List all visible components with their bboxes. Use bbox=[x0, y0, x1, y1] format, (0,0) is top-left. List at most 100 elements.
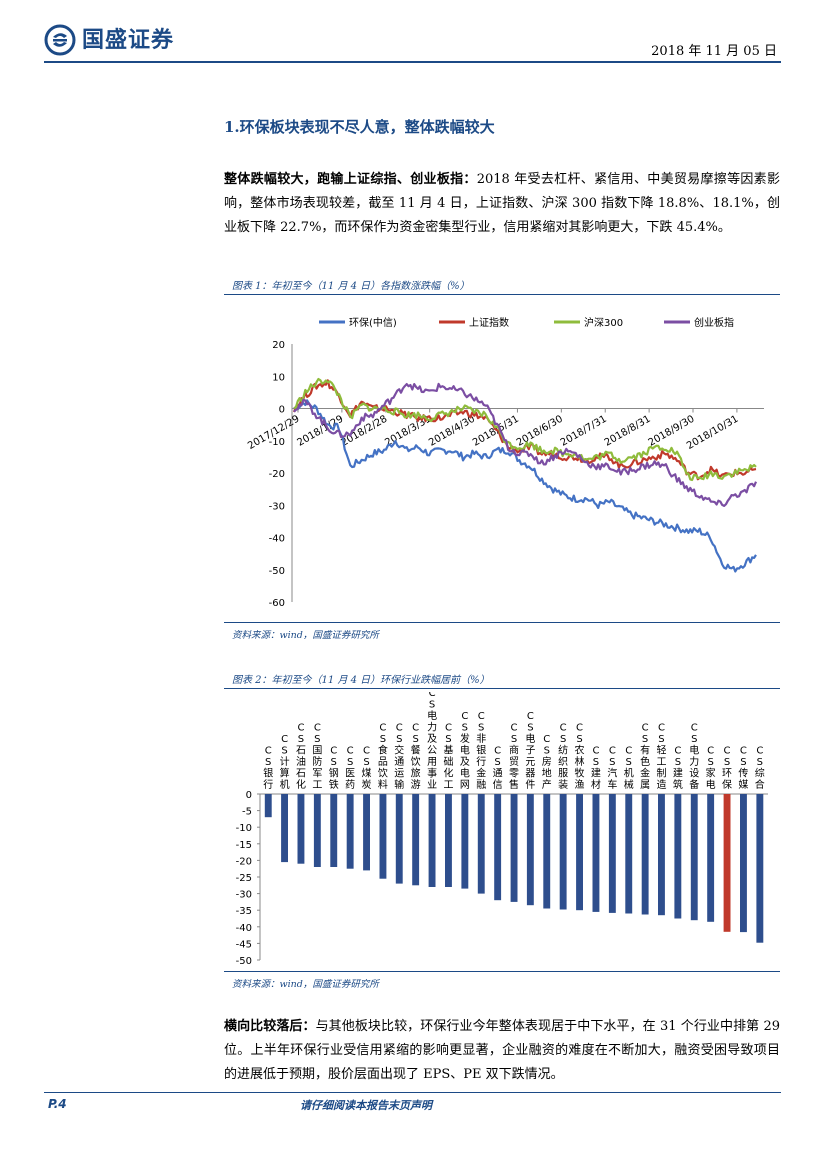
y-tick-label: 0 bbox=[279, 405, 285, 416]
category-label: C S 轻工制造 bbox=[656, 723, 666, 792]
series-line-2 bbox=[293, 377, 757, 482]
y-tick-label: -35 bbox=[236, 906, 252, 917]
figure1-bottom-rule bbox=[224, 622, 780, 623]
y-tick-label: -15 bbox=[236, 840, 252, 851]
category-label: C S 煤炭 bbox=[362, 746, 372, 792]
x-tick-label: 2018/7/31 bbox=[559, 414, 609, 449]
bar-CS电力设备 bbox=[690, 794, 698, 921]
category-label: C S 汽车 bbox=[607, 746, 617, 792]
legend-label: 上证指数 bbox=[469, 316, 509, 329]
bar-CS发电及电网 bbox=[461, 794, 469, 889]
y-tick-label: 20 bbox=[272, 340, 285, 351]
x-tick-label: 2018/8/31 bbox=[603, 414, 653, 449]
category-label: C S 交通运输 bbox=[394, 723, 404, 792]
bar-CS通信 bbox=[494, 794, 502, 901]
paragraph-lead: 横向比较落后： bbox=[224, 1019, 316, 1034]
bar-CS商贸零售 bbox=[510, 794, 518, 902]
category-label: C S 机械 bbox=[624, 746, 634, 792]
paragraph-body: 与其他板块比较，环保行业今年整体表现居于中下水平，在 31 个行业中排第 29 … bbox=[224, 1019, 780, 1082]
category-label: C S 综合 bbox=[755, 746, 765, 792]
category-label: C S 医药 bbox=[345, 746, 355, 792]
bar-CS房地产 bbox=[543, 794, 551, 909]
y-tick-label: 10 bbox=[272, 372, 285, 383]
figure1-top-rule bbox=[224, 294, 780, 295]
bar-CS基础化工 bbox=[445, 794, 452, 887]
page-number: P.4 bbox=[48, 1097, 67, 1111]
legend-label: 创业板指 bbox=[694, 316, 734, 329]
y-tick-label: -25 bbox=[236, 873, 252, 884]
category-label: C S 电力及公用事业 bbox=[427, 692, 437, 791]
category-label: C S 有色金属 bbox=[640, 723, 650, 792]
legend-label: 环保(中信) bbox=[349, 316, 397, 329]
bar-CS纺织服装 bbox=[559, 794, 567, 910]
y-tick-label: -50 bbox=[236, 956, 252, 967]
category-label: C S 餐饮旅游 bbox=[411, 723, 421, 792]
bar-CS餐饮旅游 bbox=[412, 794, 420, 886]
figure2-caption: 图表 2：年初至今（11 月 4 日）环保行业跌幅居前（%） bbox=[232, 675, 490, 686]
y-tick-label: -45 bbox=[236, 939, 252, 950]
bar-CS农林牧渔 bbox=[576, 794, 583, 911]
header-divider bbox=[44, 61, 781, 63]
category-label: C S 银行 bbox=[263, 746, 273, 792]
x-tick-label: 2018/6/30 bbox=[515, 414, 565, 449]
category-label: C S 商贸零售 bbox=[509, 723, 519, 792]
bar-CS传媒 bbox=[740, 794, 747, 933]
bar-CS家电 bbox=[707, 794, 715, 922]
logo-text: 国盛证券 bbox=[82, 27, 175, 53]
bar-CS医药 bbox=[346, 794, 354, 869]
bar-CS建材 bbox=[592, 794, 600, 912]
footer-disclaimer: 请仔细阅读本报告末页声明 bbox=[300, 1099, 432, 1112]
paragraph-overall-decline: 整体跌幅较大，跑输上证综指、创业板指：2018 年受去杠杆、紧信用、中美贸易摩擦… bbox=[224, 168, 780, 240]
series-line-0 bbox=[293, 399, 757, 573]
category-label: C S 建材 bbox=[591, 746, 601, 792]
category-label: C S 通信 bbox=[493, 746, 503, 792]
category-label: C S 农林牧渔 bbox=[575, 723, 585, 792]
figure2-source: 资料来源：wind，国盛证券研究所 bbox=[232, 979, 379, 990]
y-tick-label: -5 bbox=[242, 807, 252, 818]
y-tick-label: 0 bbox=[246, 790, 252, 801]
bar-CS有色金属 bbox=[641, 794, 649, 915]
category-label: C S 家电 bbox=[706, 746, 716, 792]
y-tick-label: -50 bbox=[269, 566, 285, 577]
category-label: C S 发电及电网 bbox=[460, 711, 470, 791]
logo: 国盛证券 bbox=[44, 24, 174, 56]
bar-CS建筑 bbox=[674, 794, 682, 919]
category-label: C S 计算机 bbox=[280, 734, 290, 791]
category-label: C S 非银行金融 bbox=[476, 711, 486, 791]
category-label: C S 纺织服装 bbox=[558, 723, 568, 792]
paragraph-body: 2018 年受去杠杆、紧信用、中美贸易摩擦等因素影响，整体市场表现较差，截至 1… bbox=[224, 172, 780, 235]
category-label: C S 电子元器件 bbox=[525, 711, 535, 791]
legend-label: 沪深300 bbox=[584, 316, 623, 329]
figure1-source: 资料来源：wind，国盛证券研究所 bbox=[232, 630, 379, 641]
y-tick-label: -20 bbox=[236, 856, 252, 867]
bar-CS交通运输 bbox=[395, 794, 403, 884]
guosheng-logo-icon bbox=[44, 24, 76, 56]
bar-CS非银行金融 bbox=[477, 794, 485, 894]
index-performance-line-chart: 环保(中信) 上证指数 沪深300 创业板指 20 10 0 -10 -20 -30 -40 -50 -… bbox=[246, 316, 764, 609]
category-label: C S 传媒 bbox=[738, 746, 748, 792]
figure1-caption: 图表 1：年初至今（11 月 4 日）各指数涨跌幅（%） bbox=[232, 281, 470, 292]
bar-CS汽车 bbox=[608, 794, 616, 913]
category-label: C S 食品饮料 bbox=[378, 723, 388, 792]
category-label: C S 建筑 bbox=[673, 746, 683, 792]
bar-CS环保 bbox=[723, 794, 731, 932]
bar-CS轻工制造 bbox=[658, 794, 665, 916]
section-title: 1.环保板块表现不尽人意，整体跌幅较大 bbox=[224, 118, 495, 136]
y-tick-label: -10 bbox=[269, 437, 285, 448]
page-header: 国盛证券 2018 年 11 月 05 日 bbox=[0, 0, 827, 70]
y-tick-label: -30 bbox=[236, 890, 252, 901]
bar-CS国防军工 bbox=[313, 794, 321, 867]
category-label: C S 国防军工 bbox=[312, 723, 322, 792]
category-label: C S 基础化工 bbox=[443, 723, 453, 792]
y-tick-label: -30 bbox=[269, 501, 285, 512]
bar-CS计算机 bbox=[281, 794, 288, 863]
bar-CS电力及公用事业 bbox=[428, 794, 436, 887]
category-label: C S 钢铁 bbox=[329, 746, 339, 792]
figure2-top-rule bbox=[224, 688, 780, 689]
category-label: C S 房地产 bbox=[542, 734, 552, 791]
bar-CS石油石化 bbox=[297, 794, 305, 864]
bar-CS综合 bbox=[756, 794, 764, 943]
y-tick-label: -20 bbox=[269, 469, 285, 480]
bar-CS煤炭 bbox=[363, 794, 370, 871]
bar-CS银行 bbox=[264, 794, 272, 818]
